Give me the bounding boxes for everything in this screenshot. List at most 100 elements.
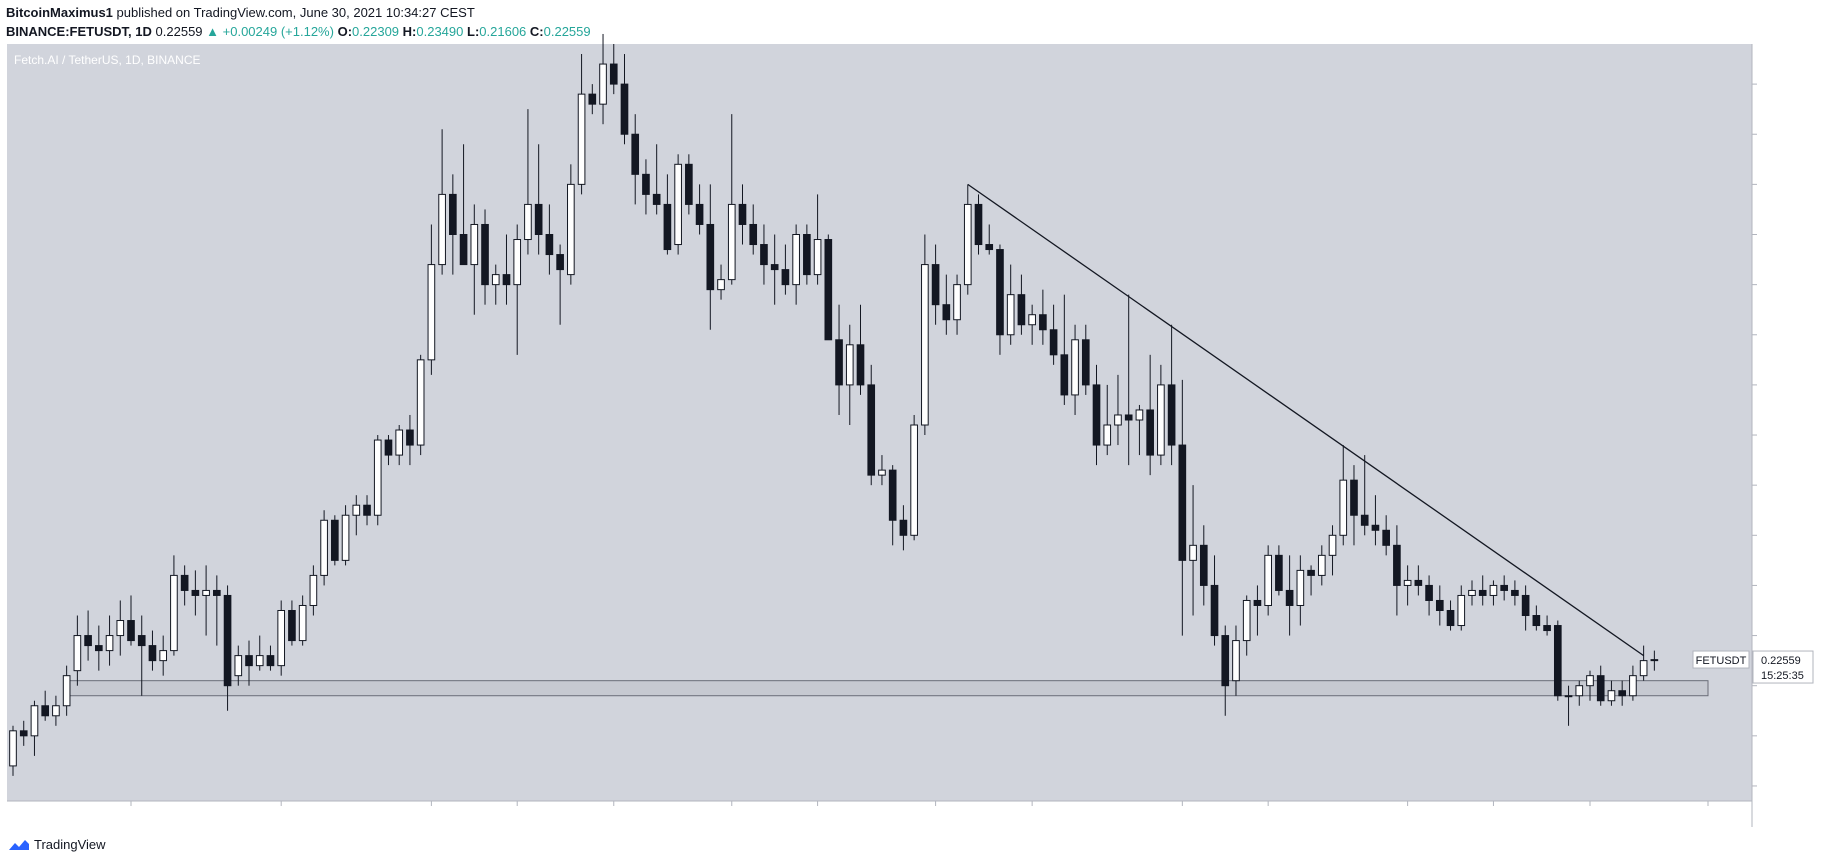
resistance-trendline[interactable]: [967, 183, 1645, 657]
y-tick-label: 0.30000: [1761, 580, 1801, 592]
candle-body: [481, 223, 489, 286]
candle: [1242, 595, 1251, 656]
candle: [888, 465, 897, 546]
tradingview-brand[interactable]: TradingView: [34, 837, 106, 852]
candle-body: [663, 203, 672, 251]
candle-body: [1264, 554, 1272, 606]
y-tick-label: 0.25000: [1761, 631, 1801, 643]
candle-body: [502, 274, 511, 286]
candle-body: [588, 93, 597, 105]
candle: [234, 645, 243, 686]
candle: [545, 204, 554, 275]
high-value: 0.23490: [416, 24, 464, 39]
candle-body: [674, 163, 682, 246]
y-tick-label: 0.10000: [1761, 781, 1801, 793]
candle-body: [1167, 384, 1176, 446]
candle: [1071, 324, 1079, 415]
candle-body: [1618, 690, 1627, 697]
candle-body: [438, 193, 446, 266]
candle: [803, 224, 811, 285]
candle-body: [642, 173, 650, 195]
candle-body: [127, 620, 135, 642]
candle-body: [1511, 589, 1519, 596]
y-tick-label: 0.45000: [1761, 430, 1801, 442]
candle: [19, 720, 28, 746]
y-tick-label: 0.50000: [1761, 380, 1801, 392]
candle-body: [921, 264, 929, 426]
candle: [953, 274, 961, 335]
close-value: 0.22559: [543, 24, 591, 39]
candle-body: [234, 655, 243, 677]
candle: [52, 695, 60, 726]
candle-body: [1028, 314, 1036, 326]
candle: [717, 264, 725, 300]
candle-body: [277, 609, 286, 667]
candle-body: [556, 254, 564, 271]
candle-body: [1371, 524, 1380, 531]
candle: [288, 600, 296, 646]
candle-body: [170, 574, 178, 652]
candle-body: [1232, 640, 1240, 682]
y-tick-label: 0.75000: [1761, 129, 1801, 141]
candle-body: [266, 655, 275, 667]
candle: [1199, 525, 1208, 606]
y-tick-label: 0.60000: [1761, 280, 1801, 292]
candle-body: [1221, 635, 1230, 687]
symbol-line: BINANCE:FETUSDT, 1D: [6, 24, 152, 39]
candle: [1650, 650, 1659, 671]
author-name[interactable]: BitcoinMaximus1: [6, 5, 113, 20]
x-tick-label: 24: [1176, 811, 1188, 823]
candle-body: [545, 234, 554, 256]
candle: [609, 44, 618, 95]
candle-body: [717, 279, 725, 291]
candle: [1360, 455, 1369, 536]
candle-body: [1092, 384, 1101, 446]
candle-body: [1178, 444, 1187, 561]
candle: [105, 615, 114, 666]
candle: [30, 700, 39, 756]
candle-body: [1006, 294, 1015, 336]
candle-body: [1114, 414, 1122, 426]
tradingview-logo-icon[interactable]: [8, 839, 30, 851]
candle: [459, 144, 468, 266]
candle-body: [19, 730, 28, 737]
candle: [1371, 495, 1380, 546]
candle-body: [813, 239, 822, 276]
x-tick-label: Jul: [1583, 811, 1597, 823]
candle: [1607, 680, 1616, 706]
candle-body: [631, 133, 640, 175]
x-tick-label: 23: [511, 811, 523, 823]
candle-body: [845, 344, 854, 386]
candle-body: [1307, 569, 1315, 576]
candle: [481, 209, 489, 305]
y-tick-label: 0.55000: [1761, 330, 1801, 342]
candle: [1210, 555, 1219, 646]
candle: [148, 630, 157, 671]
symbol-tag-label: FETUSDT: [1696, 655, 1747, 667]
candle: [556, 244, 564, 325]
bar-countdown: 15:25:35: [1761, 670, 1804, 682]
candle-body: [1146, 409, 1154, 456]
candle-body: [1017, 294, 1026, 326]
candle: [159, 635, 168, 676]
candle: [727, 114, 736, 285]
candle-body: [685, 163, 693, 205]
candle-body: [888, 469, 897, 521]
candle: [41, 690, 50, 721]
candle: [427, 224, 436, 375]
candle-body: [1586, 675, 1594, 687]
candle: [631, 114, 640, 205]
candle: [449, 174, 457, 275]
candle: [73, 615, 82, 686]
candle-body: [1060, 354, 1069, 396]
candle: [266, 645, 275, 671]
plot-area[interactable]: [7, 44, 1752, 801]
candle: [438, 129, 446, 275]
candle: [1146, 354, 1154, 476]
candle: [1457, 585, 1466, 631]
candle-body: [910, 424, 918, 536]
candle-body: [1253, 599, 1262, 606]
candle: [1124, 294, 1133, 466]
candle-body: [395, 429, 404, 456]
